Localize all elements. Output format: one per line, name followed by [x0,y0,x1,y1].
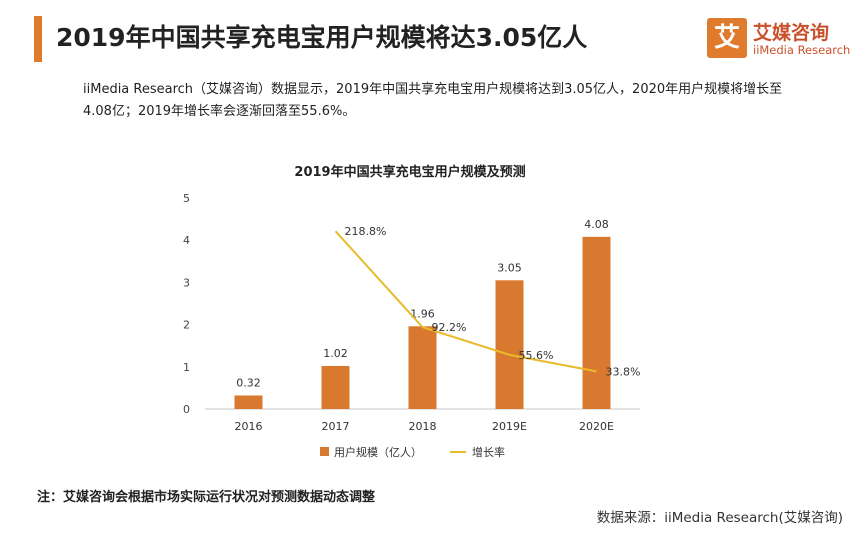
chart-title: 2019年中国共享充电宝用户规模及预测 [294,164,525,180]
bar-value-label: 3.05 [497,261,522,274]
y-tick-label: 3 [183,276,190,289]
bar [495,280,524,409]
logo-mark: 艾 [707,18,747,58]
logo-name-cn: 艾媒咨询 [753,22,830,44]
bar-value-label: 1.96 [410,307,435,320]
x-axis-labels: 2016 2017 2018 2019E 2020E [235,420,615,433]
legend-swatch-bar [320,447,329,456]
growth-rate-series [334,230,597,373]
growth-rate-label: 218.8% [345,225,387,238]
x-tick-label: 2019E [492,420,527,433]
y-tick-label: 0 [183,403,190,416]
growth-rate-label: 33.8% [606,365,641,378]
y-tick-label: 2 [183,319,190,332]
footnote: 注：艾媒咨询会根据市场实际运行状况对预测数据动态调整 [37,490,376,505]
legend-label-bar: 用户规模（亿人） [334,445,422,459]
bar [234,395,263,409]
title-accent-bar [34,16,42,62]
bar-value-label: 4.08 [584,218,609,231]
summary-text: iiMedia Research（艾媒咨询）数据显示，2019年中国共享充电宝用… [83,82,783,119]
y-tick-label: 5 [183,192,190,205]
brand-logo: 艾 艾媒咨询 iiMedia Research [707,16,857,64]
bar [321,365,350,409]
y-tick-label: 1 [183,361,190,374]
legend-label-line: 增长率 [472,445,505,459]
logo-name-en: iiMedia Research [753,43,851,57]
x-tick-label: 2017 [322,420,350,433]
growth-rate-label: 55.6% [519,349,554,362]
bar [408,326,437,409]
bar-value-label: 1.02 [323,347,348,360]
growth-rate-labels: 218.8% 92.2% 55.6% 33.8% [345,225,641,378]
page-title: 2019年中国共享充电宝用户规模将达3.05亿人 [56,23,588,52]
x-tick-label: 2018 [409,420,437,433]
bar-value-label: 0.32 [236,376,261,389]
growth-rate-line [334,230,597,373]
bar [582,236,611,409]
data-source: 数据来源：iiMedia Research(艾媒咨询) [596,510,843,526]
y-axis-ticks: 0 1 2 3 4 5 [183,192,190,416]
chart-legend: 用户规模（亿人） 增长率 [320,445,505,459]
x-tick-label: 2016 [235,420,263,433]
bar-series [234,236,611,409]
bar-value-labels: 0.32 1.02 1.96 3.05 4.08 [236,218,609,390]
growth-rate-label: 92.2% [432,321,467,334]
bar-line-chart: 2019年中国共享充电宝用户规模及预测 0 1 2 3 4 5 0.32 1.02 1.96 3… [183,164,641,459]
x-tick-label: 2020E [579,420,614,433]
y-tick-label: 4 [183,234,190,247]
